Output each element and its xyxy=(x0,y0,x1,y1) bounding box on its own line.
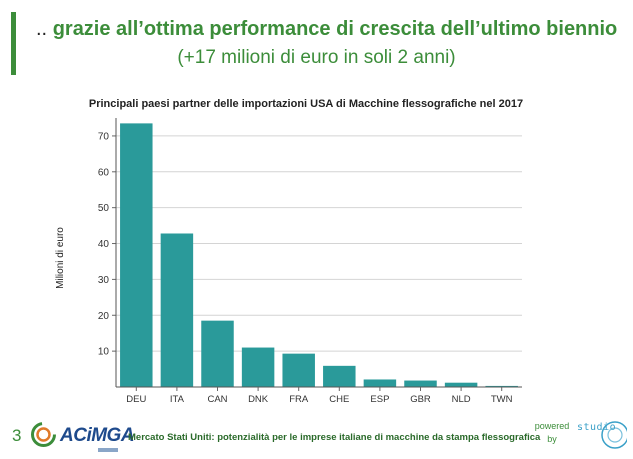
x-tick-label: TWN xyxy=(491,394,513,405)
brand-sub-mark xyxy=(98,448,118,452)
bar-can xyxy=(201,320,234,387)
axes: 10 20 30 40 50 60 70 DEU ITA CAN DNK FRA CHE ESP GBR NL… xyxy=(98,118,522,405)
acimga-logo-icon xyxy=(31,422,56,447)
x-tick-label: FRA xyxy=(289,394,309,405)
bar-che xyxy=(323,365,356,387)
page-title: .. grazie all’ottima performance di cres… xyxy=(36,18,617,41)
bar-fra xyxy=(282,353,315,387)
y-tick-label: 70 xyxy=(98,131,110,142)
brand-logo: ACiMGA xyxy=(60,425,135,446)
powered-by-label: powered by xyxy=(534,421,570,444)
x-tick-label: GBR xyxy=(410,394,431,405)
y-tick-label: 30 xyxy=(98,275,110,286)
y-tick-label: 20 xyxy=(98,311,110,322)
title-text: grazie all’ottima performance di crescit… xyxy=(52,18,618,40)
bar-deu xyxy=(120,123,153,387)
title-accent-bar xyxy=(11,12,16,75)
partner-logo-icon xyxy=(601,421,627,449)
bar-dnk xyxy=(241,347,275,387)
bar-esp xyxy=(363,379,397,387)
page-number: 3 xyxy=(12,426,22,445)
title-prefix: .. xyxy=(36,18,48,40)
footer-caption: Mercato Stati Uniti: potenzialità per le… xyxy=(128,432,541,443)
x-tick-label: CHE xyxy=(329,394,349,405)
bars xyxy=(120,123,518,387)
y-tick-label: 60 xyxy=(98,167,110,178)
x-tick-label: NLD xyxy=(452,394,471,405)
y-tick-label: 10 xyxy=(98,347,110,358)
y-tick-label: 50 xyxy=(98,203,110,214)
x-tick-label: ESP xyxy=(370,394,389,405)
x-tick-label: DNK xyxy=(248,394,269,405)
x-tick-label: CAN xyxy=(207,394,227,405)
partner-logo: studio xyxy=(577,422,617,433)
x-tick-label: ITA xyxy=(170,394,185,405)
chart-title: Principali paesi partner delle importazi… xyxy=(89,98,523,110)
y-axis-label: Milioni di euro xyxy=(55,227,66,289)
y-tick-label: 40 xyxy=(98,239,110,250)
x-tick-label: DEU xyxy=(126,394,146,405)
bar-ita xyxy=(160,233,194,387)
bar-twn xyxy=(485,385,518,387)
bar-nld xyxy=(444,382,478,387)
bar-gbr xyxy=(404,380,437,387)
page-subtitle: (+17 milioni di euro in soli 2 anni) xyxy=(177,47,456,68)
